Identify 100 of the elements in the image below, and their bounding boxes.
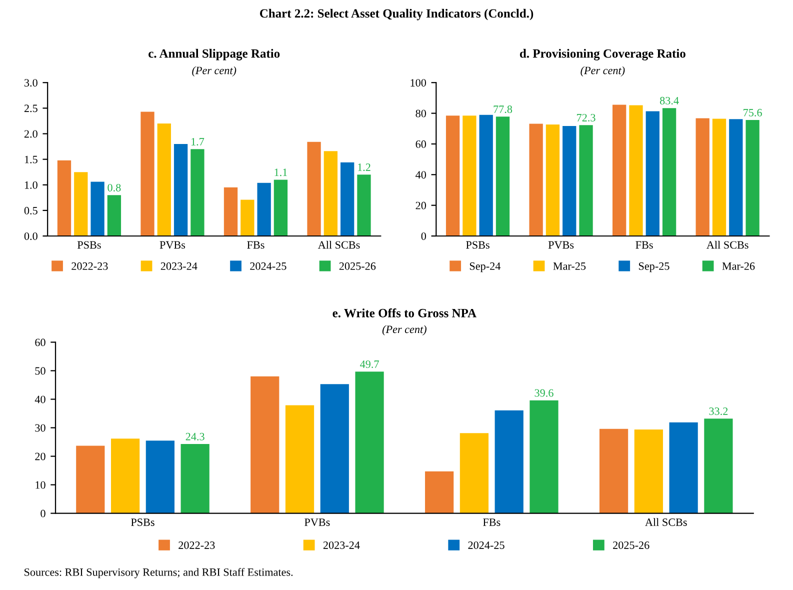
data-label: 1.1	[274, 168, 287, 176]
y-tick-label: 1.5	[24, 156, 38, 164]
x-tick-label: FBs	[483, 518, 500, 526]
bar	[529, 124, 543, 236]
bar	[746, 120, 760, 236]
chart-subtitle: (Per cent)	[382, 325, 426, 336]
x-tick-label: All SCBs	[706, 240, 748, 249]
bar	[180, 444, 210, 514]
x-tick-label: FBs	[247, 241, 264, 249]
bar	[579, 125, 593, 236]
chart-subtitle: (Per cent)	[192, 66, 236, 76]
data-label: 75.6	[744, 108, 762, 116]
legend-label: Mar-25	[553, 262, 586, 270]
legend-label: 2024-25	[468, 541, 504, 549]
x-tick-label: All SCBs	[645, 518, 687, 526]
data-label: 24.3	[186, 432, 204, 440]
y-tick-label: 40	[34, 396, 46, 404]
bar	[599, 428, 628, 514]
bar	[494, 410, 524, 514]
text: Sep-24	[470, 262, 501, 272]
bar	[662, 108, 676, 236]
data-label: 1.7	[191, 138, 204, 146]
bar	[546, 124, 560, 236]
y-tick-label: 0	[421, 232, 426, 240]
bar	[669, 422, 698, 514]
y-tick-label: 0.0	[24, 232, 38, 240]
x-tick-label: PSBs	[131, 518, 154, 526]
x-tick-label: PSBs	[77, 241, 101, 249]
bar	[479, 114, 493, 236]
bar	[76, 446, 105, 514]
bar	[496, 116, 510, 236]
y-tick-label: 20	[416, 202, 426, 210]
bar	[90, 182, 104, 236]
legend-label: 2025-26	[613, 541, 650, 549]
legend-label: 2025-26	[339, 262, 376, 270]
x-tick-label: PVBs	[160, 241, 186, 249]
chart-title: e. Write Offs to Gross NPA	[332, 308, 476, 318]
chart-title: d. Provisioning Coverage Ratio	[520, 48, 686, 60]
y-tick-label: 60	[35, 338, 46, 346]
y-tick-label: 1.0	[24, 181, 38, 189]
y-tick-label: 30	[35, 424, 46, 432]
chart-title: c. Annual Slippage Ratio	[148, 48, 280, 60]
bar	[146, 440, 174, 514]
bar	[612, 104, 626, 236]
bar	[190, 149, 204, 236]
y-tick-label: 3.0	[24, 79, 38, 87]
y-tick-label: 50	[35, 367, 46, 375]
data-label: 72.3	[577, 114, 596, 122]
bar	[696, 118, 710, 236]
x-tick-label: PVBs	[548, 241, 574, 249]
y-tick-label: 0	[40, 510, 46, 518]
y-tick-label: 2.5	[24, 104, 38, 112]
data-label: 77.8	[494, 106, 512, 114]
bar	[530, 400, 558, 514]
bar	[285, 405, 314, 514]
bar	[729, 119, 743, 236]
data-label: 33.2	[709, 408, 728, 416]
bar	[157, 124, 171, 236]
bar	[446, 116, 460, 236]
y-tick-label: 20	[35, 452, 46, 460]
bar	[462, 116, 476, 236]
x-tick-label: PVBs	[304, 518, 330, 526]
x-tick-label: FBs	[636, 241, 653, 249]
y-tick-label: 60	[416, 140, 426, 148]
bar	[460, 433, 489, 514]
bar	[57, 160, 72, 236]
y-tick-label: 10	[36, 481, 46, 489]
y-tick-label: 100	[410, 79, 426, 87]
bar	[357, 174, 371, 236]
legend-label: 2024-25	[250, 262, 286, 270]
bar	[140, 112, 154, 236]
bar	[240, 200, 254, 236]
bar	[629, 105, 643, 236]
data-label: 1.2	[358, 164, 370, 172]
legend-label: 2022-23	[178, 541, 215, 549]
data-label: 83.4	[660, 96, 679, 104]
bar	[340, 162, 354, 236]
bar	[355, 372, 384, 514]
bar	[562, 126, 576, 236]
caption: Chart 2.2: Select Asset Quality Indicators (Concld.)	[260, 8, 534, 20]
x-tick-label: All SCBs	[318, 240, 360, 249]
bar	[274, 180, 288, 236]
bar	[425, 471, 454, 514]
y-tick-label: 80	[416, 110, 426, 118]
bar	[224, 187, 238, 236]
data-label: 39.6	[534, 389, 554, 397]
bar	[646, 111, 660, 236]
bar	[174, 144, 188, 236]
bar	[320, 384, 349, 514]
bar	[250, 376, 280, 514]
legend-label: Sep-25	[638, 262, 670, 272]
source-note: Sources: RBI Supervisory Returns; and RBI Staff Estimates.	[24, 568, 293, 578]
y-tick-label: 0.5	[24, 206, 38, 214]
data-label: 0.8	[108, 184, 121, 192]
chart-subtitle: (Per cent)	[580, 66, 625, 76]
bar	[307, 142, 321, 236]
legend-label: 2023-24	[160, 262, 198, 270]
legend-label: 2022-23	[72, 262, 108, 270]
bar	[634, 429, 663, 514]
y-tick-label: 2.0	[24, 130, 38, 138]
